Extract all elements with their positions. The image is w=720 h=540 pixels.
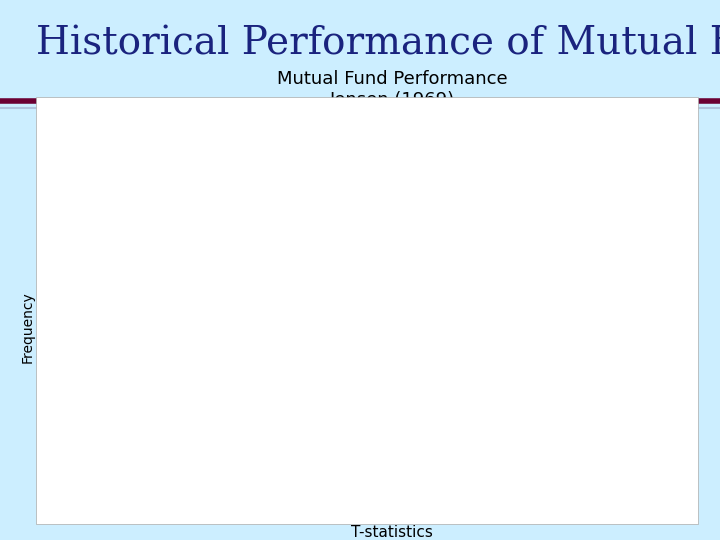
Text: 3: 3 [176,456,182,465]
Text: 10: 10 [492,389,506,400]
Title: Mutual Fund Performance
Jensen (1969): Mutual Fund Performance Jensen (1969) [277,70,508,109]
Text: 1: 1 [549,475,556,484]
X-axis label: T-statistics: T-statistics [351,525,433,540]
Bar [480,402,518,497]
Text: 1: 1 [229,475,236,484]
Text: Historical Performance of Mutual Funds: Historical Performance of Mutual Funds [36,25,720,62]
Text: 28: 28 [438,219,453,230]
Text: 0: 0 [122,484,129,494]
Bar [320,213,358,497]
Text: 32: 32 [385,181,400,192]
Text: 0: 0 [656,484,662,494]
Text: 10: 10 [279,389,293,400]
Bar [374,194,411,497]
Bar [427,232,464,497]
Bar [267,402,305,497]
Text: 30: 30 [332,200,346,211]
Bar [534,487,571,497]
Bar [161,468,198,497]
Text: Frequency: Frequency [21,291,35,362]
Text: 0: 0 [603,484,609,494]
Bar [214,487,251,497]
